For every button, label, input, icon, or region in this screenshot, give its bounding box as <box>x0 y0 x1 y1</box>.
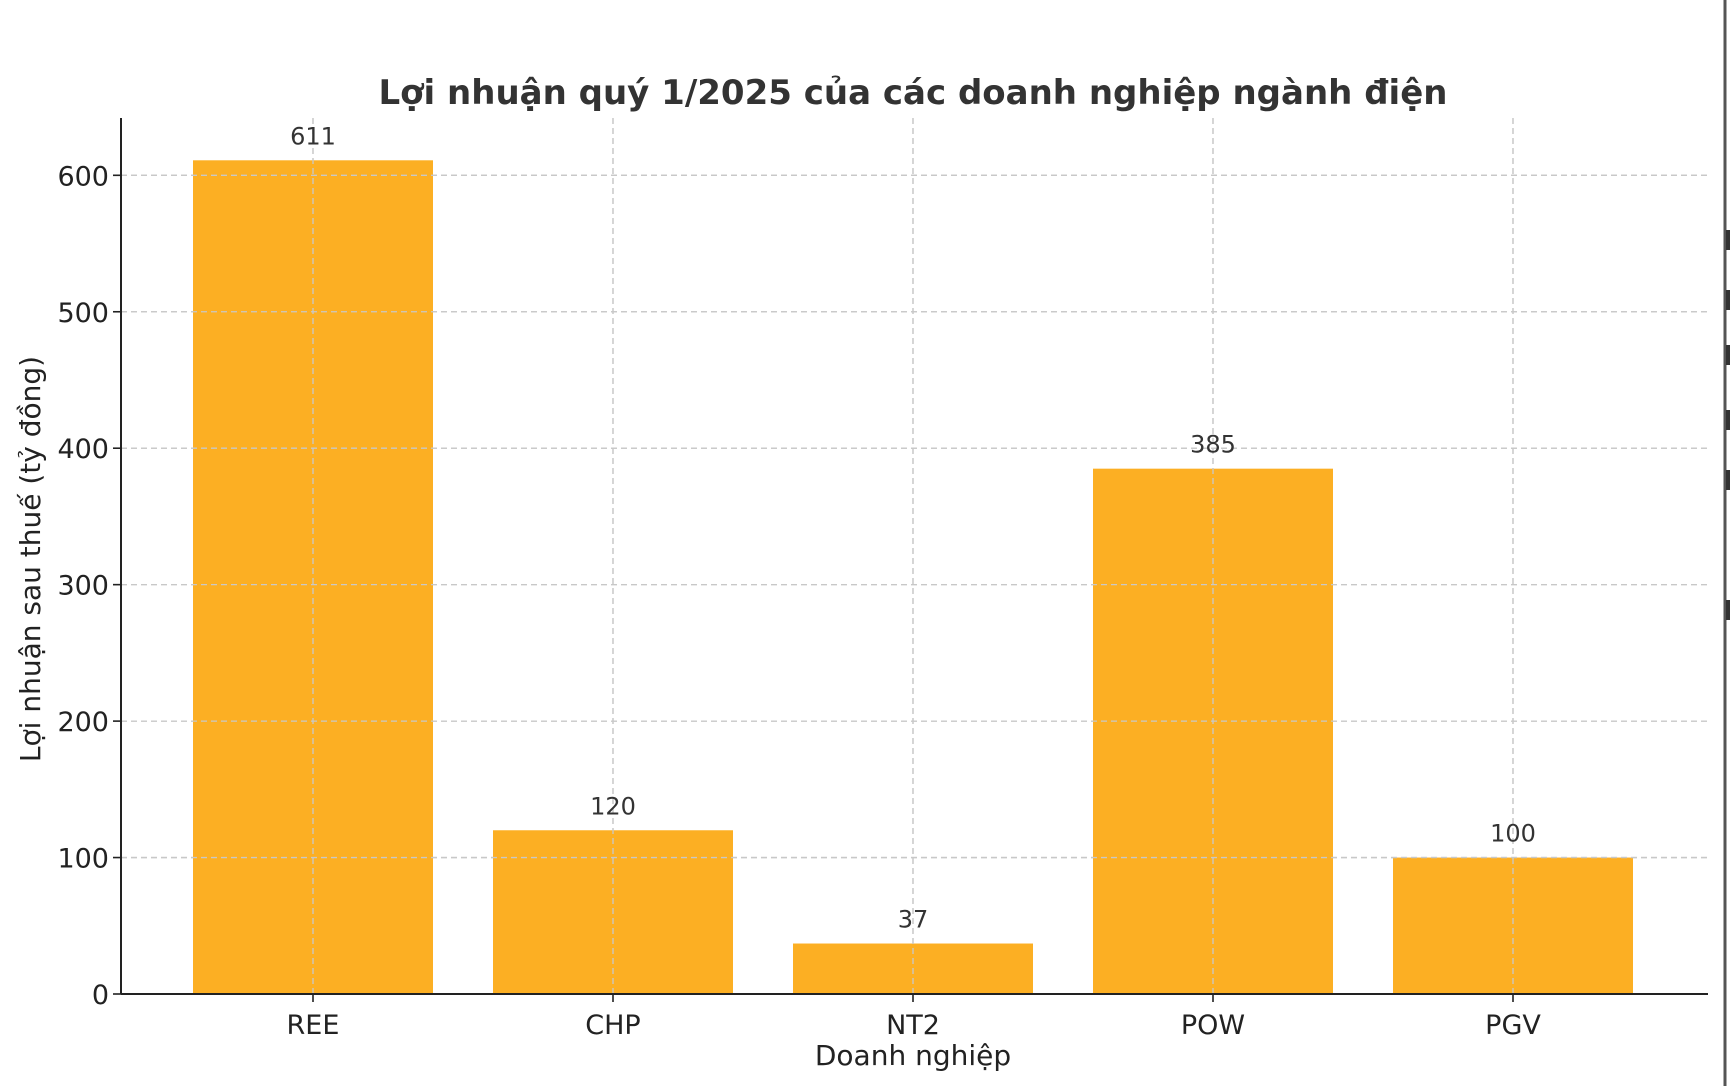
data-label-nt2: 37 <box>898 906 929 934</box>
x-tick-label-pgv: PGV <box>1485 1010 1541 1041</box>
x-ticks: REE CHP NT2 POW PGV <box>287 994 1541 1041</box>
x-tick-label-pow: POW <box>1181 1010 1245 1041</box>
y-tick-label: 100 <box>57 844 109 875</box>
y-tick-label: 200 <box>57 707 109 738</box>
data-label-pgv: 100 <box>1490 820 1536 848</box>
bars <box>121 118 1708 995</box>
x-tick-label-chp: CHP <box>585 1010 640 1041</box>
y-tick-label: 0 <box>92 980 109 1011</box>
data-label-chp: 120 <box>590 792 636 820</box>
x-axis-label: Doanh nghiệp <box>815 1039 1011 1072</box>
chart-title: Lợi nhuận quý 1/2025 của các doanh nghiệ… <box>379 73 1448 113</box>
data-labels: 611 120 37 385 100 <box>290 122 1536 933</box>
y-ticks: 0 100 200 300 400 500 600 <box>57 161 121 1011</box>
data-label-ree: 611 <box>290 122 336 150</box>
right-edge-artifact <box>1723 0 1730 1086</box>
y-tick-label: 400 <box>57 434 109 465</box>
y-tick-label: 600 <box>57 161 109 192</box>
data-label-pow: 385 <box>1190 431 1236 459</box>
y-axis-label: Lợi nhuận sau thuế (tỷ đồng) <box>14 356 47 762</box>
x-tick-label-ree: REE <box>287 1010 340 1041</box>
y-tick-label: 500 <box>57 298 109 329</box>
x-tick-label-nt2: NT2 <box>886 1010 940 1041</box>
axes <box>120 118 1708 995</box>
y-tick-label: 300 <box>57 571 109 602</box>
